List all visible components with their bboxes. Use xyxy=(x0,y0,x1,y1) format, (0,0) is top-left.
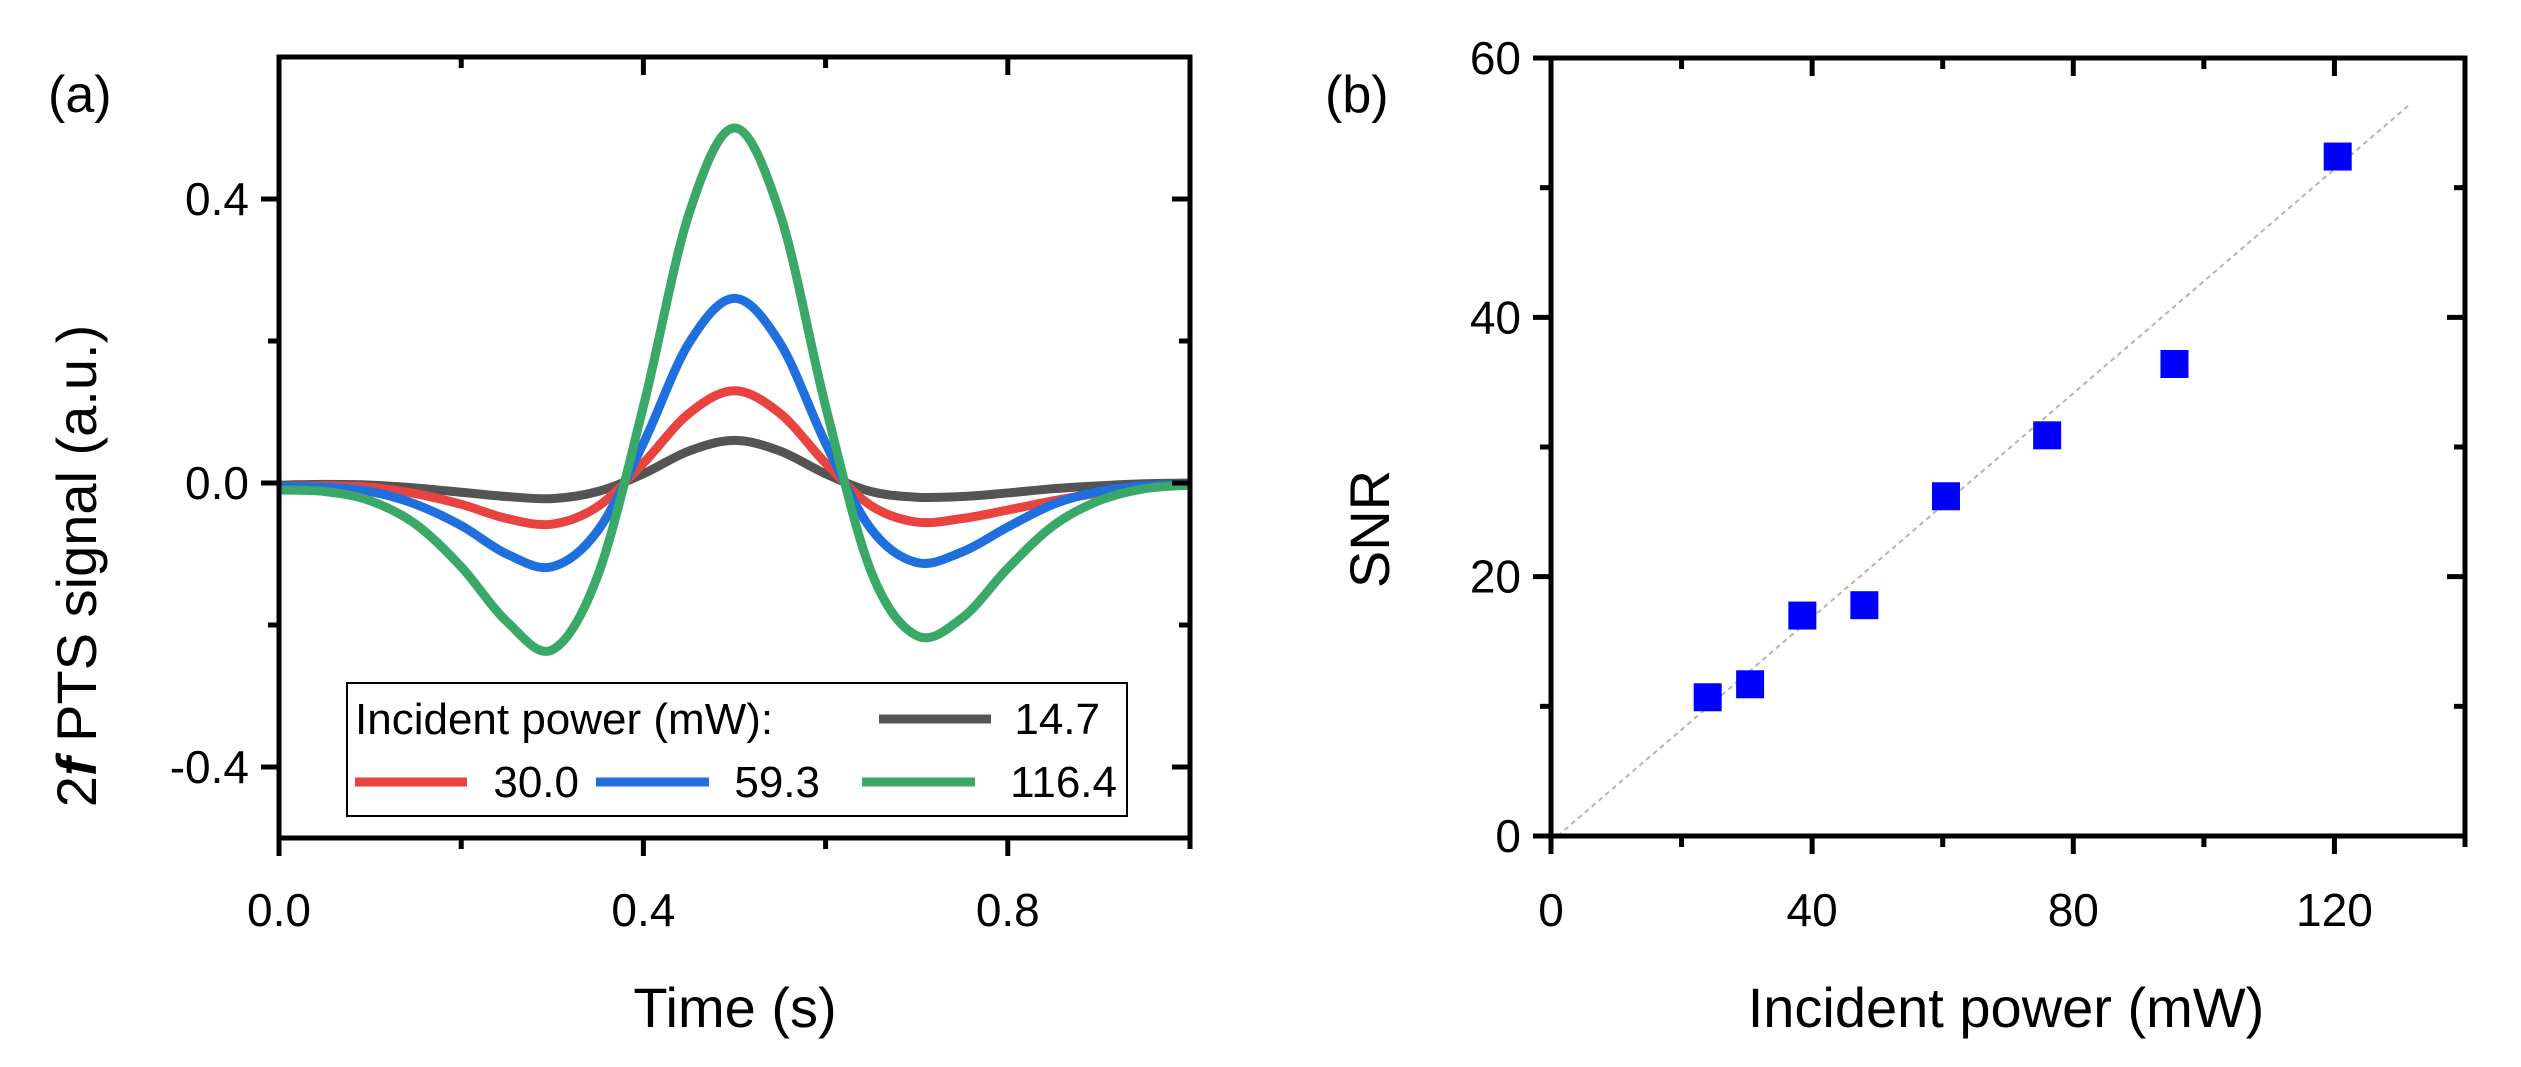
panel-b-label: (b) xyxy=(1325,66,1389,124)
legend-label-30.0: 30.0 xyxy=(493,758,579,807)
y-tick-label: 60 xyxy=(1470,32,1521,84)
data-point xyxy=(1850,591,1879,620)
y-tick-label: 0.0 xyxy=(185,457,249,509)
legend-label-14.7: 14.7 xyxy=(1014,695,1100,744)
x-tick-label: 120 xyxy=(2296,884,2373,936)
legend-title: Incident power (mW): xyxy=(355,695,773,744)
series-line-30.0 xyxy=(278,386,1191,530)
series-line-116.4 xyxy=(278,123,1191,656)
panel-b-x-axis-title: Incident power (mW) xyxy=(1748,976,2265,1039)
x-tick-label: 80 xyxy=(2048,884,2099,936)
fit-line xyxy=(1556,103,2411,837)
panel-a-axes: 0.0 0.4 0.8 -0.4 0.0 0.4 xyxy=(170,54,1193,936)
data-point xyxy=(1788,601,1817,630)
plot-frame xyxy=(1548,55,2468,839)
panel-a-y-axis-title: 2f PTS signal (a.u.) xyxy=(45,325,108,807)
panel-a: (a) 0.0 0.4 0.8 -0.4 0.0 0.4 Time (s) 2f PTS … xyxy=(45,54,1193,1039)
plot-frame xyxy=(276,54,1193,841)
panel-a-label: (a) xyxy=(48,66,112,124)
legend-label-59.3: 59.3 xyxy=(734,758,820,807)
series-line-14.7 xyxy=(278,435,1191,504)
data-point xyxy=(1931,482,1960,511)
panel-a-x-axis-title: Time (s) xyxy=(633,976,836,1039)
x-tick-label: 0.4 xyxy=(611,884,675,936)
y-title-rest: PTS signal (a.u.) xyxy=(45,325,108,758)
y-tick-label: 0 xyxy=(1495,810,1521,862)
y-tick-label: -0.4 xyxy=(170,741,249,793)
data-point xyxy=(2033,421,2062,450)
y-tick-label: 40 xyxy=(1470,291,1521,343)
x-tick-label: 40 xyxy=(1787,884,1838,936)
panel-a-plot-area xyxy=(278,123,1191,656)
y-tick-label: 0.4 xyxy=(185,173,249,225)
x-tick-label: 0.8 xyxy=(976,884,1040,936)
series-line-59.3 xyxy=(278,293,1191,573)
y-title-prefix: 2 xyxy=(45,776,108,807)
panel-b-y-axis-title: SNR xyxy=(1338,470,1401,588)
legend: Incident power (mW): 14.7 30.0 59.3 116.… xyxy=(346,682,1128,817)
panel-b-axes: 0 40 80 120 0 20 40 60 xyxy=(1470,32,2468,936)
data-point xyxy=(2160,350,2189,379)
x-tick-label: 0 xyxy=(1538,884,1564,936)
x-tick-label: 0.0 xyxy=(247,884,311,936)
legend-label-116.4: 116.4 xyxy=(1010,758,1117,807)
panel-b-plot-area xyxy=(1556,103,2411,837)
data-point xyxy=(1736,670,1765,699)
y-tick-label: 20 xyxy=(1470,551,1521,603)
data-point xyxy=(2323,142,2352,171)
legend-box xyxy=(346,682,1128,817)
data-point xyxy=(1693,683,1722,712)
